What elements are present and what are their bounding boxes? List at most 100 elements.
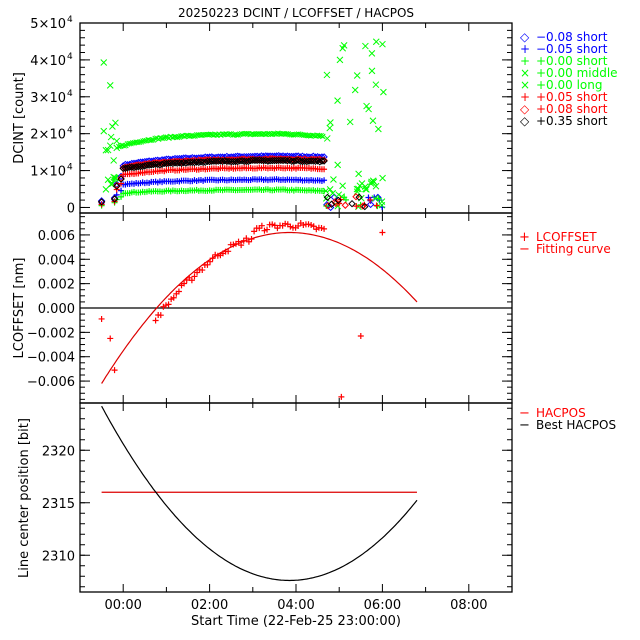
hacpos-panel: 2310 2315 2320 Line center position [bit] − H… — [17, 402, 616, 629]
plus-point — [199, 267, 206, 274]
x-point — [107, 133, 115, 141]
plus-point — [238, 242, 245, 249]
x-point — [235, 132, 241, 138]
lcoffset-panel: −0.006 −0.004 −0.002 0.000 0.002 0.004 0.006 LC… — [12, 212, 611, 404]
plus-point — [157, 312, 164, 319]
x-axis-label: Start Time (22-Feb-25 23:00:00) — [191, 614, 401, 629]
x-point — [326, 124, 334, 132]
x-point — [372, 38, 380, 46]
y-tick-exponent: 4 — [67, 89, 73, 99]
x-point — [110, 157, 118, 164]
lcoffset-points — [98, 220, 386, 400]
legend-marker-icon: ◇ — [520, 30, 530, 44]
legend-line-icon: − — [519, 242, 530, 257]
y-tick-exponent: 4 — [67, 15, 73, 25]
diamond-point — [334, 196, 342, 205]
y-tick-label: 3×10 — [30, 91, 66, 106]
y-tick-label: 0.002 — [38, 278, 75, 293]
plus-point — [248, 235, 255, 242]
chart-title: 20250223 DCINT / LCOFFSET / HACPOS — [178, 6, 414, 20]
x-point — [372, 81, 380, 89]
plus-point — [264, 226, 271, 233]
diamond-point — [324, 202, 332, 210]
diamond-point — [320, 157, 328, 165]
x-point — [351, 86, 359, 94]
y-tick-label: −0.002 — [27, 326, 75, 341]
legend-label: LCOFFSET — [536, 230, 597, 244]
diamond-point — [366, 200, 375, 209]
series-4 — [100, 38, 387, 211]
x-point — [368, 67, 376, 75]
fitting-curve — [101, 231, 418, 384]
x-point — [113, 137, 121, 145]
plus-point — [338, 393, 345, 400]
x-point — [334, 161, 342, 169]
x-point — [100, 59, 108, 66]
y-tick-label: 1×10 — [30, 165, 66, 180]
y-tick-exponent: 4 — [67, 126, 73, 136]
plus-point — [366, 196, 373, 203]
legend-marker-icon: ◇ — [520, 114, 530, 128]
x-point — [148, 137, 155, 143]
x-point — [367, 180, 375, 187]
x-point — [369, 117, 377, 125]
y-tick-label: 2315 — [42, 497, 75, 512]
diamond-point — [355, 193, 363, 201]
x-point — [329, 189, 336, 197]
legend-label: −0.08 short — [536, 30, 608, 44]
x-point — [355, 170, 362, 178]
x-point — [243, 130, 250, 137]
plus-point — [152, 317, 159, 324]
plus-point — [207, 258, 214, 265]
y-tick-label: 0.006 — [38, 229, 75, 244]
y-tick-label: 2×10 — [30, 128, 66, 143]
y-tick-label: 5×10 — [30, 17, 66, 32]
plus-point — [353, 203, 360, 210]
x-point — [162, 134, 169, 140]
diamond-point — [294, 156, 302, 165]
x-point — [346, 118, 354, 126]
legend-marker-icon: + — [520, 54, 530, 68]
diamond-point — [311, 157, 320, 166]
y-tick-label: 0.000 — [38, 302, 75, 317]
x-point — [380, 88, 387, 96]
x-tick-label: 08:00 — [450, 598, 487, 613]
y-tick-label: −0.004 — [27, 351, 75, 366]
y-axis-label: DCINT [count] — [12, 72, 27, 164]
x-point — [113, 144, 121, 152]
series-1 — [98, 176, 386, 211]
x-point — [121, 142, 127, 149]
diamond-point — [221, 157, 229, 165]
x-point — [362, 42, 369, 50]
x-point — [112, 174, 119, 182]
x-point — [318, 132, 324, 139]
diamond-point — [327, 200, 336, 208]
y-tick-label: 0.004 — [38, 253, 75, 268]
diamond-point — [259, 156, 268, 165]
x-point — [141, 137, 148, 144]
plus-point — [235, 238, 242, 245]
legend-label: Best HACPOS — [536, 418, 616, 432]
x-point — [106, 81, 114, 89]
x-point — [334, 97, 341, 104]
x-point — [107, 180, 115, 188]
x-point — [379, 40, 386, 48]
y-tick-label: 0 — [67, 201, 75, 216]
plus-point — [357, 333, 364, 340]
x-point — [378, 198, 386, 205]
plus-point — [118, 193, 125, 200]
plus-point — [98, 315, 105, 322]
legend-label: +0.08 short — [536, 102, 608, 116]
diamond-point — [117, 174, 125, 182]
x-point — [368, 50, 376, 57]
plus-point — [111, 367, 118, 374]
plus-point — [321, 225, 328, 232]
y-tick-exponent: 4 — [67, 163, 73, 173]
x-point — [339, 44, 347, 52]
plus-point — [204, 261, 211, 268]
y-tick-label: 4×10 — [30, 54, 66, 69]
x-tick-label: 02:00 — [191, 598, 228, 613]
x-tick-label: 00:00 — [104, 598, 141, 613]
panel-frame — [79, 402, 513, 593]
